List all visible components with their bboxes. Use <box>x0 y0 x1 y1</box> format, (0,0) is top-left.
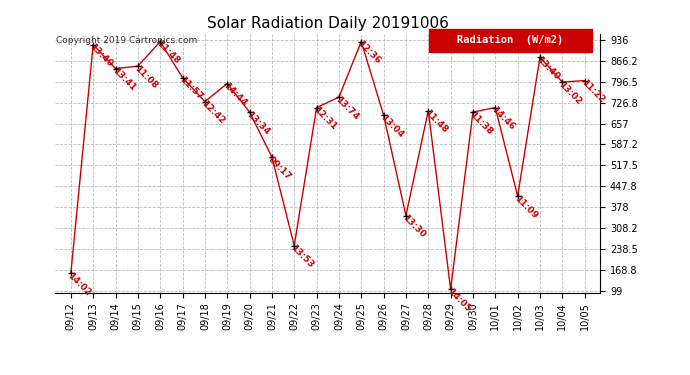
Text: 14:46: 14:46 <box>490 105 517 132</box>
Text: 13:30: 13:30 <box>401 213 427 240</box>
Text: 13:04: 13:04 <box>378 113 405 139</box>
Text: 14:44: 14:44 <box>222 81 249 108</box>
Text: 09:17: 09:17 <box>266 155 293 182</box>
Text: Copyright 2019 Cartronics.com: Copyright 2019 Cartronics.com <box>57 36 197 45</box>
Text: 12:31: 12:31 <box>311 105 338 132</box>
Text: 11:22: 11:22 <box>580 78 606 105</box>
Text: 14:05: 14:05 <box>445 287 472 314</box>
Text: 13:34: 13:34 <box>244 110 271 136</box>
FancyBboxPatch shape <box>428 28 592 52</box>
Text: 12:36: 12:36 <box>356 39 383 66</box>
Text: 13:40: 13:40 <box>88 42 115 69</box>
Text: 13:74: 13:74 <box>334 94 360 122</box>
Text: 13:02: 13:02 <box>557 80 584 106</box>
Text: 11:38: 11:38 <box>468 110 494 136</box>
Text: 11:48: 11:48 <box>423 108 450 135</box>
Text: 11:09: 11:09 <box>513 194 539 220</box>
Text: 13:41: 13:41 <box>110 66 137 93</box>
Text: 12:42: 12:42 <box>199 99 226 126</box>
Text: 11:08: 11:08 <box>132 64 159 90</box>
Text: 13:53: 13:53 <box>289 243 315 270</box>
Text: 14:02: 14:02 <box>66 271 92 297</box>
Text: 11:57: 11:57 <box>177 75 204 102</box>
Title: Solar Radiation Daily 20191006: Solar Radiation Daily 20191006 <box>207 16 448 31</box>
Text: 11:48: 11:48 <box>155 39 181 66</box>
Text: 13:40: 13:40 <box>535 55 562 81</box>
Text: Radiation  (W/m2): Radiation (W/m2) <box>457 35 564 45</box>
